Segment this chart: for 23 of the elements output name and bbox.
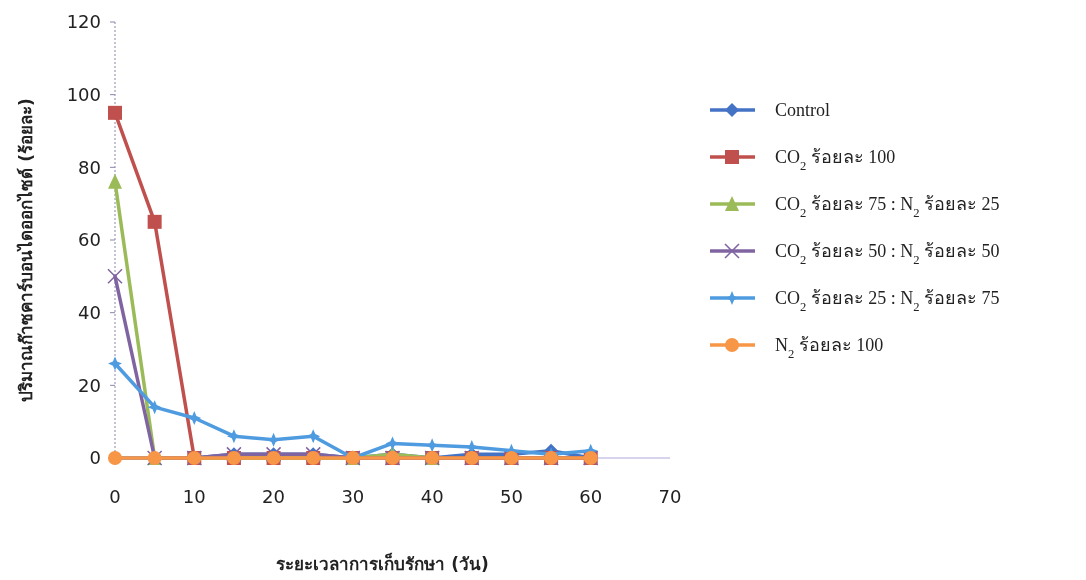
x-tick-label: 60 xyxy=(579,486,603,507)
y-tick-label: 100 xyxy=(66,83,101,105)
y-tick-label: 40 xyxy=(78,301,101,323)
x-tick-label: 20 xyxy=(262,486,286,507)
legend-label: Control xyxy=(775,100,831,121)
legend-label: CO$_{2}$ ร้อยละ 75 : N$_{2}$ ร้อยละ 25 xyxy=(775,194,1000,221)
y-tick-label: 80 xyxy=(78,156,101,178)
x-tick-label: 70 xyxy=(658,486,682,507)
x-tick-label: 0 xyxy=(109,486,121,507)
y-tick-label: 0 xyxy=(89,447,101,469)
y-tick-label: 20 xyxy=(78,374,101,396)
legend-label: CO$_{2}$ ร้อยละ 25 : N$_{2}$ ร้อยละ 75 xyxy=(775,288,1000,315)
y-tick-label: 120 xyxy=(66,11,101,33)
legend-label: CO$_{2}$ ร้อยละ 50 : N$_{2}$ ร้อยละ 50 xyxy=(775,241,1000,268)
legend-label: CO$_{2}$ ร้อยละ 100 xyxy=(775,147,896,174)
y-tick-label: 60 xyxy=(78,229,101,251)
x-tick-label: 10 xyxy=(182,486,206,507)
x-tick-label: 40 xyxy=(420,486,444,507)
y-axis-title: ปริมาณก๊าซคาร์บอนไดออกไซด์ (ร้อยละ) xyxy=(16,98,36,402)
x-tick-label: 30 xyxy=(341,486,365,507)
legend-label: N$_{2}$ ร้อยละ 100 xyxy=(775,335,884,362)
x-axis-title: ระยะเวลาการเก็บรักษา (วัน) xyxy=(276,552,489,574)
x-tick-label: 50 xyxy=(499,486,523,507)
